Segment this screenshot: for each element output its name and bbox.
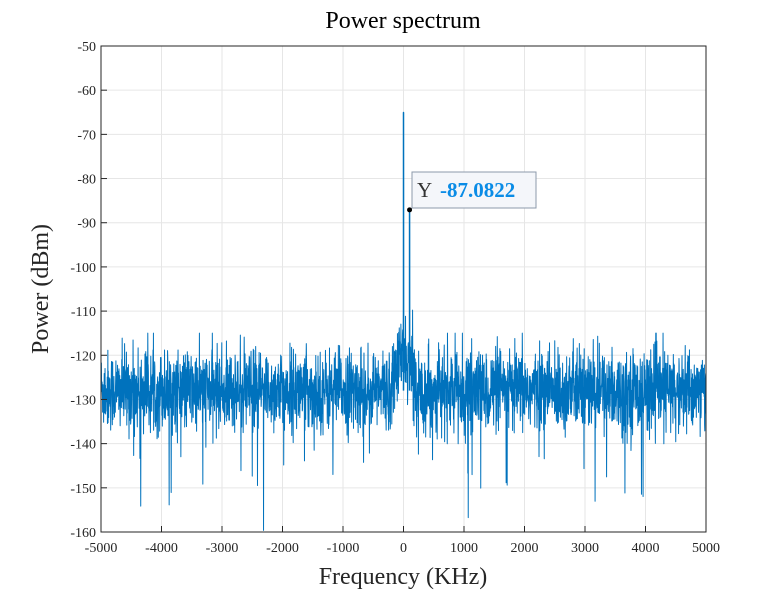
x-tick-label: 4000: [632, 541, 660, 556]
datatip-label: Y: [417, 178, 432, 202]
datatip-box: [411, 171, 537, 209]
datatip-marker[interactable]: [407, 207, 413, 213]
y-tick-label: -110: [71, 305, 96, 320]
x-tick-label: -2000: [266, 541, 299, 556]
datatip-value: -87.0822: [440, 178, 515, 202]
y-tick-label: -130: [70, 393, 96, 408]
x-tick-label: 3000: [571, 541, 599, 556]
y-tick-label: -140: [70, 438, 96, 453]
y-axis-title: Power (dBm): [28, 224, 54, 354]
x-tick-label: -3000: [206, 541, 239, 556]
y-tick-label: -80: [77, 173, 96, 188]
datatip[interactable]: Y -87.0822: [407, 171, 537, 213]
y-tick-label: -50: [77, 40, 96, 55]
x-tick-label: 0: [400, 541, 407, 556]
y-tick-label: -60: [77, 84, 96, 99]
x-tick-label: 2000: [511, 541, 539, 556]
y-tick-label: -90: [77, 217, 96, 232]
y-tick-label: -70: [77, 128, 96, 143]
x-tick-label: 5000: [692, 541, 720, 556]
chart-title: Power spectrum: [325, 8, 481, 34]
x-tick-label: -5000: [85, 541, 118, 556]
spectrum-series-line: [100, 111, 707, 531]
y-tick-label: -120: [70, 349, 96, 364]
x-tick-label: -1000: [327, 541, 360, 556]
y-tick-label: -100: [70, 261, 96, 276]
x-tick-label: -4000: [145, 541, 178, 556]
x-tick-label: 1000: [450, 541, 478, 556]
y-tick-label: -160: [70, 526, 96, 541]
axis-ticks: -5000 -4000 -3000 -2000 -1000 0 1000 2000 3000 40…: [70, 40, 720, 556]
y-tick-label: -150: [70, 482, 96, 497]
x-axis-title: Frequency (KHz): [319, 564, 488, 590]
series-layer: [100, 111, 707, 531]
